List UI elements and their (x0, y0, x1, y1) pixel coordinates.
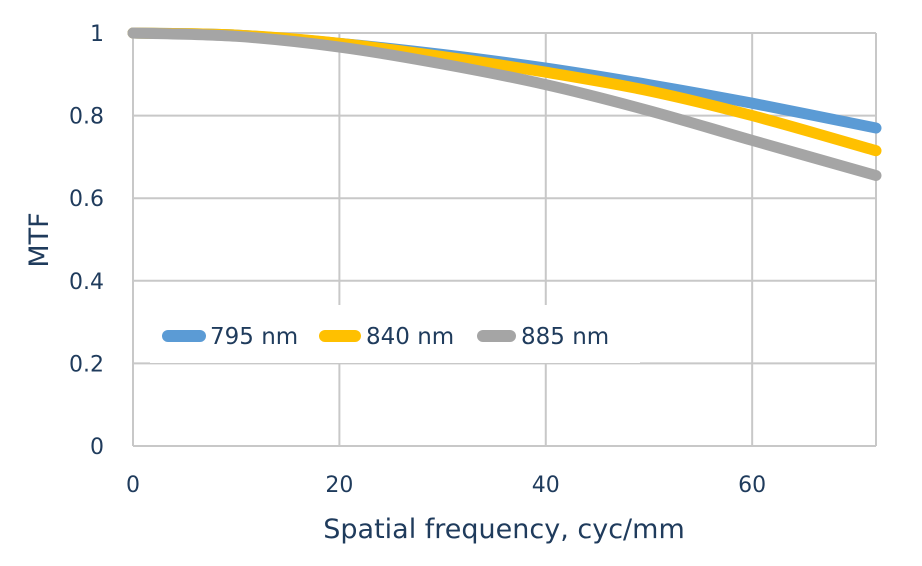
x-tick-label: 40 (532, 473, 560, 498)
legend-label-885-nm: 885 nm (521, 324, 609, 350)
y-tick-label: 0.6 (69, 187, 104, 212)
series-line-885-nm (127, 27, 882, 181)
y-tick-labels: 0 0.2 0.4 0.6 0.8 1 (69, 22, 104, 460)
x-axis-title: Spatial frequency, cyc/mm (323, 514, 685, 545)
x-tick-label: 60 (738, 473, 766, 498)
y-axis-title: MTF (24, 212, 55, 267)
y-tick-label: 0.8 (69, 105, 104, 130)
series-layer (127, 27, 882, 181)
y-tick-label: 0.2 (69, 352, 104, 377)
y-tick-label: 1 (90, 22, 104, 47)
legend: 795 nm 840 nm 885 nm (162, 324, 609, 350)
x-tick-label: 0 (126, 473, 140, 498)
x-tick-labels: 0 20 40 60 (126, 473, 766, 498)
x-tick-label: 20 (325, 473, 353, 498)
legend-label-795-nm: 795 nm (210, 324, 298, 350)
legend-label-840-nm: 840 nm (366, 324, 454, 350)
legend-background (150, 305, 640, 363)
y-tick-label: 0 (90, 435, 104, 460)
y-tick-label: 0.4 (69, 270, 104, 295)
grid (132, 32, 877, 447)
